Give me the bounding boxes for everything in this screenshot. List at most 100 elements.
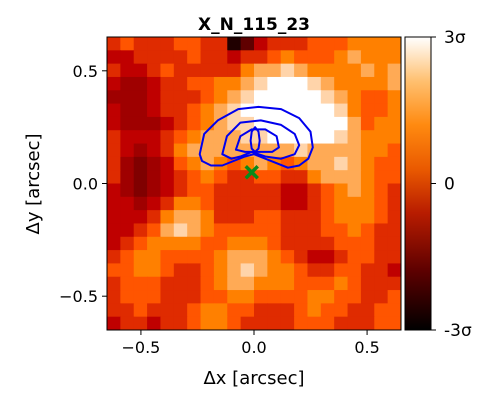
heatmap-cell: [107, 236, 121, 251]
heatmap-cell: [213, 250, 228, 265]
heatmap-cell: [147, 130, 162, 145]
heatmap-cell: [387, 50, 401, 65]
heatmap-cell: [307, 290, 322, 304]
heatmap-cell: [107, 103, 121, 118]
heatmap-cell: [307, 263, 322, 278]
heatmap-cell: [307, 103, 322, 118]
heatmap-cell: [227, 63, 242, 78]
heatmap-cell: [320, 90, 335, 105]
heatmap-cell: [173, 90, 188, 105]
heatmap-cell: [267, 63, 282, 78]
heatmap-cell: [147, 143, 162, 158]
heatmap-cell: [187, 210, 202, 225]
heatmap-cell: [227, 170, 242, 185]
heatmap-cell: [347, 90, 362, 105]
heatmap-cell: [307, 183, 322, 198]
heatmap-cell: [240, 116, 255, 131]
heatmap-cell: [320, 37, 335, 51]
heatmap-cell: [160, 263, 175, 278]
heatmap-cell: [347, 50, 362, 65]
heatmap-cell: [267, 316, 282, 330]
heatmap-cell: [133, 156, 148, 171]
heatmap-cell: [227, 316, 242, 330]
heatmap-cell: [360, 263, 375, 278]
heatmap-cell: [374, 156, 389, 171]
heatmap-cell: [187, 103, 202, 118]
heatmap-cell: [320, 316, 335, 330]
contour-lines: [198, 105, 314, 169]
heatmap-cell: [200, 303, 215, 318]
heatmap-cell: [387, 103, 401, 118]
heatmap-cell: [120, 143, 135, 158]
heatmap-cell: [200, 90, 215, 105]
heatmap-cell: [374, 303, 389, 318]
heatmap-cell: [187, 50, 202, 65]
heatmap-cell: [334, 223, 349, 238]
heatmap-cell: [160, 196, 175, 211]
heatmap-cell: [294, 50, 309, 65]
heatmap-cell: [120, 63, 135, 78]
heatmap-cell: [160, 156, 175, 171]
heatmap-cell: [307, 236, 322, 251]
heatmap-cell: [334, 63, 349, 78]
x-tick-label: −0.5: [121, 338, 160, 357]
heatmap-cell: [200, 236, 215, 251]
heatmap-cell: [107, 210, 121, 225]
heatmap-cell: [347, 276, 362, 291]
heatmap-cell: [240, 316, 255, 330]
heatmap-cell: [374, 103, 389, 118]
heatmap-cell: [227, 90, 242, 105]
x-axis-label: Δx [arcsec]: [203, 368, 304, 389]
heatmap-cell: [133, 276, 148, 291]
heatmap-cell: [240, 103, 255, 118]
heatmap-cell: [280, 130, 295, 145]
heatmap-cell: [200, 276, 215, 291]
heatmap-cell: [240, 250, 255, 265]
heatmap-cell: [200, 63, 215, 78]
heatmap-cell: [347, 263, 362, 278]
heatmap-cell: [280, 210, 295, 225]
heatmap-cell: [320, 76, 335, 91]
heatmap-cell: [187, 250, 202, 265]
heatmap-cell: [173, 263, 188, 278]
heatmap-cell: [320, 63, 335, 78]
heatmap-cell: [334, 37, 349, 51]
heatmap-cell: [187, 116, 202, 131]
heatmap-cell: [187, 263, 202, 278]
heatmap-cell: [347, 250, 362, 265]
heatmap-cell: [133, 316, 148, 330]
heatmap-cell: [294, 90, 309, 105]
heatmap-cell: [213, 170, 228, 185]
heatmap-cell: [187, 76, 202, 91]
heatmap-cell: [133, 263, 148, 278]
heatmap-cell: [227, 223, 242, 238]
heatmap-cell: [387, 63, 401, 78]
heatmap-cell: [334, 170, 349, 185]
heatmap-cell: [374, 143, 389, 158]
heatmap-cell: [160, 170, 175, 185]
heatmap-cell: [360, 290, 375, 304]
heatmap-cell: [387, 196, 401, 211]
heatmap-cell: [213, 276, 228, 291]
heatmap-cell: [133, 250, 148, 265]
heatmap-cell: [347, 290, 362, 304]
heatmap-cell: [254, 196, 268, 211]
heatmap-cell: [107, 90, 121, 105]
heatmap-cell: [187, 316, 202, 330]
y-axis-label: Δy [arcsec]: [23, 133, 44, 234]
heatmap-cell: [200, 183, 215, 198]
heatmap-cell: [120, 210, 135, 225]
heatmap-cell: [360, 50, 375, 65]
heatmap-cell: [360, 170, 375, 185]
heatmap-cell: [334, 236, 349, 251]
heatmap-cell: [347, 156, 362, 171]
heatmap-cell: [200, 196, 215, 211]
heatmap-cell: [147, 170, 162, 185]
heatmap-cell: [213, 90, 228, 105]
heatmap-cell: [147, 103, 162, 118]
heatmap-cell: [347, 143, 362, 158]
heatmap-cell: [294, 290, 309, 304]
heatmap-cell: [347, 103, 362, 118]
heatmap-cell: [254, 303, 268, 318]
